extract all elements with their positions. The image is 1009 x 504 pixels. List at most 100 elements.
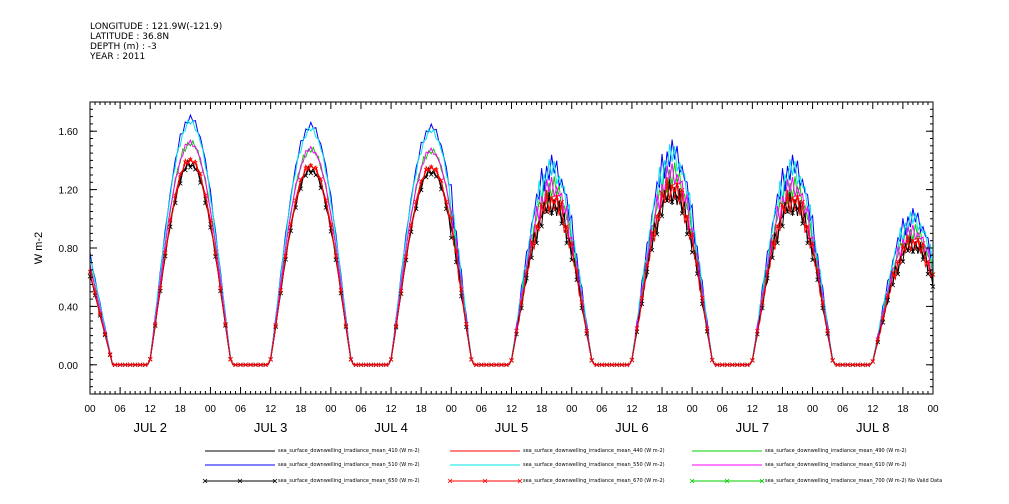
legend-marker — [482, 478, 488, 484]
series-marker — [840, 362, 845, 368]
x-tick-label: 18 — [536, 404, 548, 415]
series-marker — [795, 194, 800, 200]
series-marker — [293, 198, 299, 203]
series-marker — [233, 362, 238, 368]
series-marker — [258, 362, 263, 368]
legend-entry-label: sea_surface_downwelling_irradiance_mean_… — [523, 448, 665, 454]
x-tick-label: 12 — [145, 404, 157, 415]
series-marker — [489, 362, 494, 368]
series-marker — [780, 224, 785, 229]
x-tick-label: 06 — [235, 404, 247, 415]
series-marker — [694, 261, 700, 267]
series-marker — [243, 362, 248, 368]
series-marker — [168, 217, 173, 223]
series-marker — [303, 166, 309, 171]
series-marker — [288, 221, 293, 227]
series-marker — [624, 362, 630, 368]
y-tick-label: 0.80 — [59, 244, 79, 255]
series-marker — [474, 362, 479, 368]
series-marker — [238, 362, 243, 368]
series-marker — [213, 254, 218, 259]
longitude-label: LONGITUDE : 121.9W(-121.9) — [90, 22, 223, 32]
year-label: YEAR : 2011 — [90, 52, 146, 62]
legend-entry-label: sea_surface_downwelling_irradiance_mean_… — [278, 448, 420, 454]
series-marker — [669, 199, 675, 205]
x-day-label: JUL 3 — [254, 420, 287, 435]
series-marker — [704, 326, 710, 332]
series-marker — [865, 362, 871, 368]
series-marker — [699, 295, 705, 301]
series-marker — [308, 170, 314, 176]
latitude-label: LATITUDE : 36.8N — [90, 32, 170, 42]
series-marker — [127, 362, 133, 368]
legend-marker — [759, 478, 765, 484]
series-marker — [845, 362, 850, 368]
series-marker — [484, 362, 489, 368]
legend-marker — [272, 478, 278, 484]
series-marker — [885, 293, 891, 298]
x-tick-label: 00 — [205, 404, 217, 415]
x-tick-label: 18 — [416, 404, 428, 415]
series-marker — [223, 322, 228, 327]
x-day-label: JUL 7 — [736, 420, 769, 435]
series-marker — [107, 352, 113, 357]
series-marker — [268, 357, 273, 362]
series-marker — [770, 239, 775, 244]
series-marker — [780, 202, 785, 208]
series-marker — [544, 209, 549, 215]
series-marker — [564, 223, 569, 229]
series-marker — [464, 321, 469, 327]
series-marker — [569, 241, 574, 246]
series-marker — [724, 362, 730, 368]
series-marker — [323, 198, 329, 203]
x-tick-label: 06 — [596, 404, 608, 415]
y-tick-label: 1.60 — [59, 127, 79, 138]
series-marker — [890, 270, 896, 276]
series-marker — [549, 210, 554, 216]
series-marker — [735, 362, 740, 368]
series-marker — [895, 259, 901, 264]
series-marker — [574, 268, 580, 274]
series-marker — [790, 195, 795, 201]
series-marker — [514, 328, 519, 334]
series-marker — [494, 362, 499, 368]
series-marker — [383, 362, 389, 368]
series-marker — [408, 223, 414, 228]
series-marker — [373, 362, 379, 368]
series-marker — [132, 362, 138, 368]
series-marker — [459, 287, 464, 292]
legend-entry-label: sea_surface_downwelling_irradiance_mean_… — [523, 462, 665, 468]
x-tick-label: 06 — [115, 404, 127, 415]
series-marker — [915, 237, 921, 243]
legend-marker — [202, 478, 208, 484]
x-tick-label: 18 — [295, 404, 307, 415]
series-marker — [900, 259, 906, 264]
x-tick-label: 12 — [747, 404, 759, 415]
series-marker — [188, 157, 193, 163]
series-marker — [504, 362, 509, 368]
x-tick-label: 00 — [687, 404, 699, 415]
series-marker — [263, 362, 268, 368]
series-marker — [273, 323, 278, 328]
x-day-label: JUL 2 — [133, 420, 166, 435]
series-marker — [203, 193, 208, 198]
series-marker — [820, 300, 825, 305]
series-marker — [815, 268, 820, 274]
series-marker — [97, 311, 103, 316]
series-marker — [559, 199, 564, 205]
series-marker — [112, 362, 118, 368]
legend-entry-label: sea_surface_downwelling_irradiance_mean_… — [765, 478, 943, 484]
series-marker — [709, 357, 715, 363]
legend-entry-label: sea_surface_downwelling_irradiance_mean_… — [765, 462, 907, 468]
series-marker — [147, 356, 153, 362]
x-day-label: JUL 8 — [856, 420, 889, 435]
series-marker — [433, 168, 439, 173]
metadata-block: LONGITUDE : 121.9W(-121.9) LATITUDE : 36… — [90, 22, 222, 62]
series-marker — [524, 269, 529, 275]
series-marker — [760, 300, 765, 305]
series-marker — [684, 213, 690, 219]
series-marker — [208, 218, 213, 223]
x-tick-label: 12 — [265, 404, 277, 415]
series-marker — [549, 195, 554, 201]
